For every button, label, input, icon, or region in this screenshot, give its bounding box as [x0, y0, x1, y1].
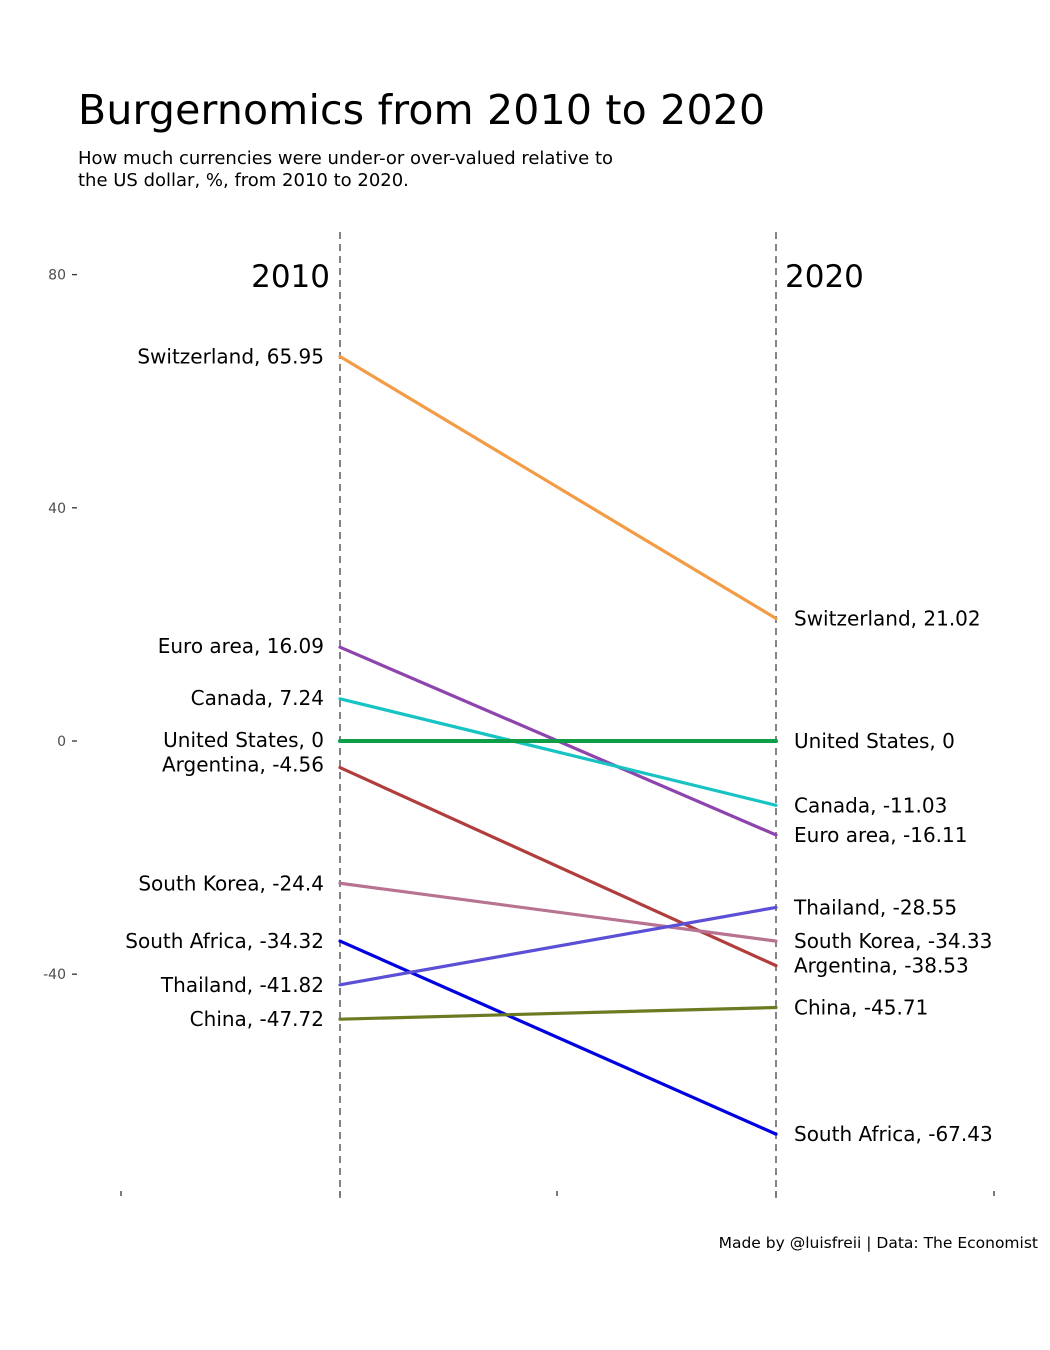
- year-header-2010: 2010: [251, 259, 330, 295]
- series-line-south-africa: [338, 939, 778, 1136]
- series-line-switzerland: [338, 354, 778, 621]
- label-2020-thailand: Thailand, -28.55: [793, 895, 957, 919]
- year-header-2020: 2020: [785, 259, 864, 295]
- label-2020-argentina: Argentina, -38.53: [794, 954, 969, 978]
- label-2020-canada: Canada, -11.03: [794, 793, 947, 817]
- y-tick-label: -40: [43, 967, 66, 983]
- label-2020-united-states: United States, 0: [794, 729, 955, 753]
- label-2020-switzerland: Switzerland, 21.02: [794, 606, 981, 630]
- y-tick-label: 0: [57, 734, 66, 750]
- label-2010-south-korea: South Korea, -24.4: [138, 871, 324, 895]
- label-2010-thailand: Thailand, -41.82: [160, 973, 324, 997]
- chart-title: Burgernomics from 2010 to 2020: [78, 86, 766, 134]
- label-2010-united-states: United States, 0: [163, 728, 324, 752]
- chart-subtitle: How much currencies were under-or over-v…: [78, 148, 614, 191]
- y-tick-label: 80: [48, 268, 66, 284]
- axis-layer: 80 40 0 -40 2010 2020: [43, 232, 995, 1198]
- series-line-south-korea: [338, 881, 778, 943]
- series-line-china: [338, 1005, 778, 1021]
- label-2020-china: China, -45.71: [794, 995, 928, 1019]
- lines-layer: [338, 354, 778, 1136]
- label-2020-south-korea: South Korea, -34.33: [794, 929, 992, 953]
- chart-caption: Made by @luisfreii | Data: The Economist: [718, 1234, 1038, 1252]
- label-2020-south-africa: South Africa, -67.43: [794, 1122, 993, 1146]
- series-line-thailand: [338, 905, 778, 987]
- y-tick-label: 40: [48, 501, 66, 517]
- label-2010-argentina: Argentina, -4.56: [162, 753, 324, 777]
- series-line-argentina: [338, 765, 778, 968]
- labels-layer: Switzerland, 65.95 Switzerland, 21.02 Euro…: [125, 345, 992, 1147]
- label-2020-euro-area: Euro area, -16.11: [794, 823, 967, 847]
- label-2010-euro-area: Euro area, 16.09: [158, 634, 324, 658]
- label-2010-canada: Canada, 7.24: [191, 686, 324, 710]
- label-2010-china: China, -47.72: [190, 1007, 324, 1031]
- series-line-canada: [338, 697, 778, 807]
- label-2010-south-africa: South Africa, -34.32: [125, 929, 324, 953]
- label-2010-switzerland: Switzerland, 65.95: [137, 345, 324, 369]
